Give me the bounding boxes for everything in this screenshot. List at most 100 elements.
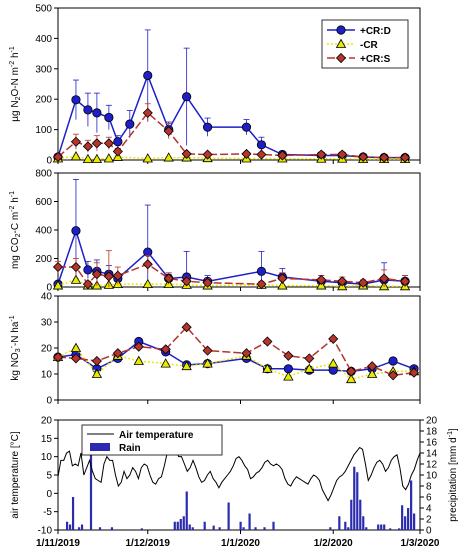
y-axis-label-part: -1 xyxy=(9,191,16,197)
y-axis-label-part: µg N xyxy=(10,100,21,121)
rain-bar xyxy=(353,466,356,530)
data-point xyxy=(399,276,411,287)
rain-bar xyxy=(356,472,359,530)
plot-frame xyxy=(57,7,421,161)
data-point xyxy=(103,271,114,282)
nitrate-panel: 0 10 20 30 40 kg NO3--N ha-1 xyxy=(9,292,421,407)
data-point xyxy=(163,152,174,162)
data-point xyxy=(160,358,171,368)
y-tick-label: 40 xyxy=(41,292,53,303)
y-axis-label-part: O-N m xyxy=(10,67,21,96)
rain-bar xyxy=(263,527,266,530)
rain-bar xyxy=(98,527,102,530)
y-tick-label: 400 xyxy=(35,34,52,45)
rain-bar xyxy=(182,516,185,530)
data-point xyxy=(316,280,327,290)
data-point xyxy=(283,371,294,381)
legend-marker xyxy=(336,25,346,35)
rain-bar xyxy=(365,527,368,530)
y-axis-label-part: -2 xyxy=(9,205,16,211)
y-tick-label: 5 xyxy=(46,471,52,482)
rain-bar xyxy=(140,528,143,530)
data-point xyxy=(256,140,267,150)
legend-label: -CR xyxy=(360,40,379,51)
data-point xyxy=(379,273,390,284)
rain-bar xyxy=(185,491,188,530)
legend-marker xyxy=(335,38,347,48)
y-axis-label-part: -N ha xyxy=(10,321,21,346)
data-point xyxy=(70,136,82,147)
data-point xyxy=(103,138,114,149)
rain-bar xyxy=(413,513,416,530)
rain-bar xyxy=(80,524,84,530)
data-point xyxy=(52,280,64,290)
data-point xyxy=(52,261,64,273)
y-tick-label: -10 xyxy=(38,526,53,537)
data-point xyxy=(143,247,153,257)
series-+CR:S xyxy=(52,250,411,290)
x-tick-label: 1/11/2019 xyxy=(36,538,80,549)
data-point xyxy=(181,148,192,159)
data-point xyxy=(91,355,102,367)
temperature-line xyxy=(57,443,421,502)
y2-tick-label: 4 xyxy=(426,504,432,515)
data-point xyxy=(91,138,102,149)
data-point xyxy=(83,105,93,115)
rain-bar xyxy=(389,528,392,530)
y-axis-label-part: -2 xyxy=(9,61,16,67)
data-point xyxy=(71,95,81,105)
series-line xyxy=(57,347,415,381)
data-point xyxy=(202,149,213,160)
data-point xyxy=(241,122,252,132)
y-tick-label: 0 xyxy=(46,283,52,294)
y2-axis-label-part: precipitation [mm d xyxy=(448,437,459,521)
data-point xyxy=(202,358,213,368)
x-tick-label: 1/2/2020 xyxy=(314,538,353,549)
data-point xyxy=(337,276,348,287)
rain-bar xyxy=(176,521,179,530)
y-tick-label: 300 xyxy=(35,64,52,75)
rain-bar xyxy=(272,521,275,530)
data-point xyxy=(52,352,64,363)
y-tick-label: 200 xyxy=(35,254,52,265)
y-axis-label-part: 3 xyxy=(15,348,22,352)
data-point xyxy=(142,259,153,270)
series-+CR:S xyxy=(52,322,420,381)
data-point xyxy=(241,348,252,359)
rain-bar xyxy=(380,524,383,530)
co2-flux-panel: 0 200 400 600 800 mg CO2-C m-2 h-1 xyxy=(9,169,421,294)
y-tick-label: 0 xyxy=(46,489,52,500)
x-tick-label: 1/1/2020 xyxy=(221,538,260,549)
data-point xyxy=(143,70,153,81)
data-point xyxy=(181,322,192,333)
series-line xyxy=(57,279,406,288)
data-point xyxy=(388,356,398,366)
data-point xyxy=(256,149,267,160)
data-point xyxy=(202,345,213,356)
rain-bar xyxy=(227,502,230,530)
rain-bar xyxy=(344,521,347,530)
y-axis-label-part: 2 xyxy=(15,96,22,100)
plot-frame xyxy=(57,172,421,288)
y-axis-label: mg CO2-C m-2 h-1 xyxy=(9,191,22,269)
y2-tick-label: 12 xyxy=(426,460,438,471)
series--CR xyxy=(52,342,420,384)
data-point xyxy=(125,119,135,129)
data-point xyxy=(52,151,64,163)
legend: Air temperature Rain xyxy=(81,424,223,456)
data-point xyxy=(328,358,339,368)
legend: +CR:D -CR +CR:S xyxy=(321,19,409,69)
y-tick-label: 0 xyxy=(46,156,52,167)
y2-tick-label: 14 xyxy=(426,449,438,460)
rain-bar xyxy=(239,521,242,530)
data-point xyxy=(346,373,357,384)
data-point xyxy=(399,152,411,163)
data-point xyxy=(70,274,82,284)
rain-bar xyxy=(179,519,182,530)
data-point xyxy=(163,273,174,284)
y-tick-label: 15 xyxy=(41,434,53,445)
series-+CR:S xyxy=(52,103,411,163)
rain-series xyxy=(65,439,416,530)
data-point xyxy=(142,278,153,289)
rain-bar xyxy=(68,524,72,530)
